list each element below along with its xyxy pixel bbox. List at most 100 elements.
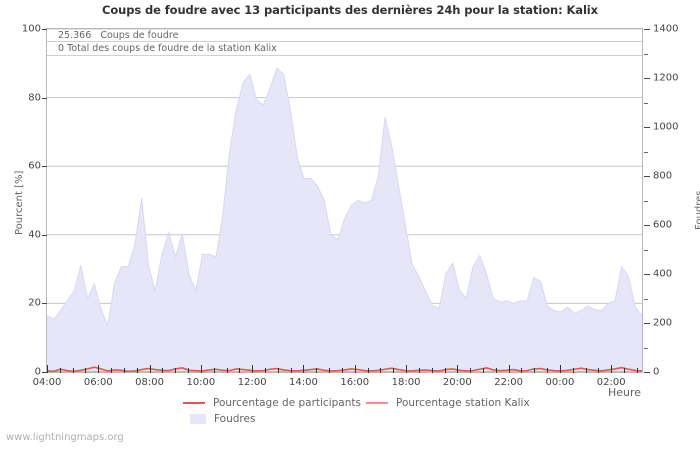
y-axis-left-tick-100: 100 bbox=[21, 23, 41, 35]
x-axis-tickmark-minor bbox=[85, 368, 87, 373]
x-axis-tick-0800: 08:00 bbox=[135, 377, 164, 388]
legend-item-station[interactable]: Pourcentage station Kalix bbox=[366, 397, 530, 409]
annotation-total-strokes-label: Coups de foudre bbox=[100, 30, 179, 41]
annotation-total-strokes-value: 25.366 bbox=[58, 30, 92, 41]
y-axis-right-tickmark-major bbox=[644, 372, 650, 373]
x-axis-tick-0600: 06:00 bbox=[83, 377, 113, 388]
legend-item-foudres[interactable]: Foudres bbox=[187, 413, 255, 425]
x-axis-tickmark-minor bbox=[585, 368, 587, 373]
plot-canvas bbox=[47, 29, 642, 372]
x-axis-tickmark-major bbox=[559, 365, 561, 373]
x-axis-tick-2000: 20:00 bbox=[442, 377, 472, 388]
x-axis-tick-1200: 12:00 bbox=[237, 377, 267, 388]
x-axis-tickmark-minor bbox=[367, 368, 369, 373]
plot-area bbox=[46, 28, 643, 373]
y-axis-right-tickmark-major bbox=[644, 274, 650, 275]
x-axis-tick-1800: 18:00 bbox=[391, 377, 421, 388]
y-axis-right-tick-400: 400 bbox=[653, 268, 673, 280]
x-axis-tickmark-minor bbox=[495, 368, 497, 373]
legend-swatch-foudres-icon bbox=[190, 414, 206, 424]
y-axis-right-tick-200: 200 bbox=[653, 317, 673, 329]
x-axis-tickmark-major bbox=[200, 365, 202, 373]
legend-item-participants[interactable]: Pourcentage de participants bbox=[183, 397, 361, 409]
x-axis-tickmark-minor bbox=[393, 368, 395, 373]
y-axis-left-tick-60: 60 bbox=[28, 160, 41, 172]
legend: Pourcentage de participants Pourcentage … bbox=[0, 395, 700, 431]
x-axis-tickmark-minor bbox=[111, 368, 113, 373]
y-axis-right-tick-1400: 1400 bbox=[653, 23, 679, 35]
x-axis-tickmark-minor bbox=[277, 368, 279, 373]
y-axis-right-tick-600: 600 bbox=[653, 219, 673, 231]
x-axis-tickmark-minor bbox=[598, 368, 600, 373]
x-axis-tickmark-minor bbox=[213, 368, 215, 373]
y-axis-left-tickmark bbox=[42, 97, 47, 99]
x-axis-tick-1000: 10:00 bbox=[186, 377, 216, 388]
x-axis-tickmark-major bbox=[149, 365, 151, 373]
series-participants-line bbox=[47, 366, 642, 372]
x-axis-tickmark-major bbox=[611, 365, 613, 373]
y-axis-right-tick-800: 800 bbox=[653, 170, 673, 182]
y-axis-right-tickmark-minor bbox=[644, 151, 648, 153]
x-axis-tick-0400: 04:00 bbox=[32, 377, 62, 388]
x-axis-tickmark-minor bbox=[470, 368, 472, 373]
y-axis-left-tickmark bbox=[42, 303, 47, 305]
y-axis-right-tickmark-major bbox=[644, 127, 650, 128]
x-axis-tickmark-minor bbox=[59, 368, 61, 373]
x-axis-tickmark-minor bbox=[239, 368, 241, 373]
annotation-rule-bottom bbox=[47, 55, 642, 56]
x-axis-tickmark-minor bbox=[329, 368, 331, 373]
y-axis-left-label: Pourcent [%] bbox=[14, 170, 25, 235]
x-axis-tickmark-minor bbox=[226, 368, 228, 373]
x-axis-tickmark-minor bbox=[624, 368, 626, 373]
x-axis-tickmark-minor bbox=[175, 368, 177, 373]
y-axis-left-tick-0: 0 bbox=[34, 366, 41, 378]
x-axis-tickmark-minor bbox=[316, 368, 318, 373]
y-axis-left-tickmark bbox=[42, 372, 47, 373]
y-axis-right-tickmark-minor bbox=[644, 249, 648, 251]
x-axis-tick-0200: 02:00 bbox=[596, 377, 626, 388]
x-axis-tickmark-major bbox=[508, 365, 510, 373]
y-axis-left-tickmark bbox=[42, 166, 47, 168]
y-axis-right-label: Foudres bbox=[694, 190, 700, 230]
x-axis-tickmark-minor bbox=[636, 368, 638, 373]
y-axis-right-tick-0: 0 bbox=[653, 366, 660, 378]
y-axis-right-tickmark-major bbox=[644, 78, 650, 79]
y-axis-right-tickmark-minor bbox=[644, 347, 648, 349]
y-axis-right-tickmark-minor bbox=[644, 298, 648, 300]
annotation-total-strokes: 25.366 Coups de foudre bbox=[58, 30, 178, 41]
x-axis-tickmark-minor bbox=[431, 368, 433, 373]
x-axis-tick-1600: 16:00 bbox=[340, 377, 370, 388]
annotation-station-strokes-value: 0 bbox=[58, 43, 65, 54]
annotation-station-strokes: 0 Total des coups de foudre de la statio… bbox=[58, 43, 277, 54]
y-axis-left-tick-40: 40 bbox=[28, 229, 41, 241]
x-axis-tickmark-major bbox=[303, 365, 305, 373]
x-axis-tickmark-major bbox=[47, 365, 48, 373]
annotation-rule-top bbox=[47, 41, 642, 42]
x-axis-tickmark-minor bbox=[547, 368, 549, 373]
series-foudres-outline bbox=[47, 67, 642, 328]
x-axis-tickmark-major bbox=[457, 365, 459, 373]
y-axis-right-tickmark-major bbox=[644, 176, 650, 177]
y-axis-right-tick-1200: 1200 bbox=[653, 72, 679, 84]
x-axis-tick-0000: 00:00 bbox=[545, 377, 575, 388]
y-axis-right-tickmark-minor bbox=[644, 102, 648, 104]
annotation-station-strokes-label: Total des coups de foudre de la station … bbox=[67, 43, 277, 54]
x-axis-tickmark-minor bbox=[521, 368, 523, 373]
y-axis-right-tickmark-minor bbox=[644, 53, 648, 55]
watermark: www.lightningmaps.org bbox=[6, 432, 124, 443]
y-axis-right-tick-1000: 1000 bbox=[653, 121, 679, 133]
legend-label-participants: Pourcentage de participants bbox=[213, 397, 361, 409]
x-axis-tickmark-minor bbox=[72, 368, 74, 373]
y-axis-right-tickmark-major bbox=[644, 323, 650, 324]
x-axis-tickmark-major bbox=[354, 365, 356, 373]
x-axis-tick-2200: 22:00 bbox=[494, 377, 524, 388]
x-axis-tick-1400: 14:00 bbox=[289, 377, 318, 388]
legend-label-foudres: Foudres bbox=[214, 413, 256, 425]
page-title: Coups de foudre avec 13 participants des… bbox=[102, 3, 598, 17]
y-axis-left-tick-80: 80 bbox=[28, 92, 41, 104]
x-axis-tickmark-major bbox=[406, 365, 408, 373]
y-axis-right-tickmark-major bbox=[644, 29, 650, 30]
legend-label-station: Pourcentage station Kalix bbox=[396, 397, 530, 409]
y-axis-right-tickmark-minor bbox=[644, 200, 648, 202]
